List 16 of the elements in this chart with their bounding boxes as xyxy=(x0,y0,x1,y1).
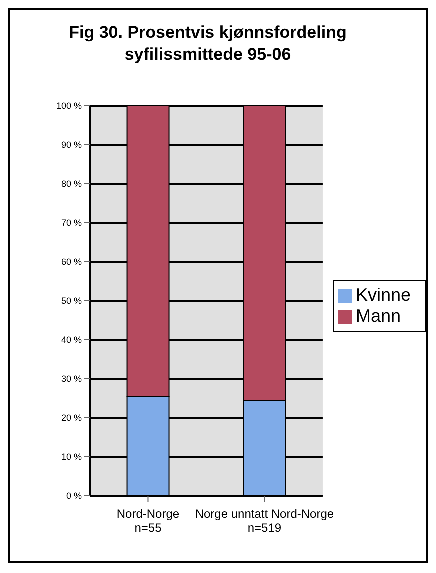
y-tick-label: 40 % xyxy=(61,335,82,346)
y-tick-label: 90 % xyxy=(61,140,82,150)
y-tick-label: 100 % xyxy=(56,101,82,112)
legend-label: Kvinne xyxy=(356,285,411,305)
x-tick-label: Norge unntatt Nord-Norge n=519 xyxy=(195,507,334,535)
chart-title: Fig 30. Prosentvis kjønnsfordeling syfilissmittede 95-06 xyxy=(68,22,348,66)
y-tick-label: 80 % xyxy=(61,179,82,190)
y-tick-label: 50 % xyxy=(61,296,82,306)
y-tick-label: 20 % xyxy=(61,413,82,424)
y-tick-label: 30 % xyxy=(61,374,82,384)
x-tick-label: Nord-Norge n=55 xyxy=(116,507,180,535)
legend-label: Mann xyxy=(356,306,401,326)
y-tick-label: 10 % xyxy=(61,452,82,462)
y-tick-label: 70 % xyxy=(61,218,82,228)
y-tick-label: 0 % xyxy=(66,491,82,502)
y-tick-label: 60 % xyxy=(61,257,82,268)
